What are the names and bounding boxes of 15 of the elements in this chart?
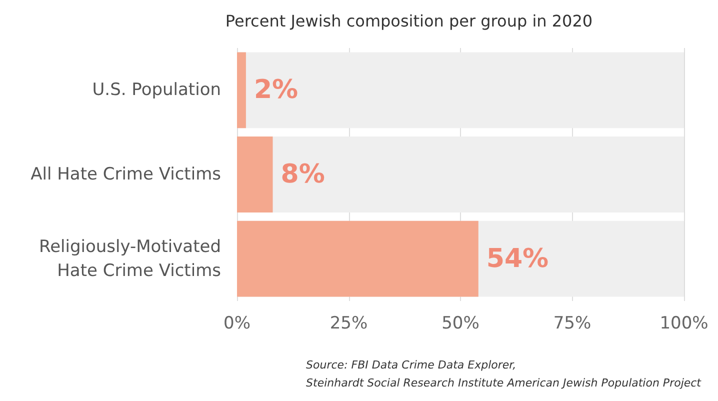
x-tick-label: 0%: [224, 314, 250, 334]
chart-subtitle: Percent Jewish composition per group in 2020: [225, 12, 593, 30]
y-tick-label: U.S. Population: [92, 80, 221, 100]
x-tick-label: 100%: [660, 314, 708, 334]
x-tick-label: 50%: [442, 314, 480, 334]
x-tick-label: 25%: [330, 314, 368, 334]
bar: [237, 52, 246, 128]
x-tick-label: 75%: [553, 314, 592, 334]
data-label: 54%: [486, 244, 549, 274]
data-label: 2%: [254, 75, 298, 106]
y-tick-label: All Hate Crime Victims: [30, 164, 222, 184]
y-tick-label: Religiously-Motivated Hate Crime Victims: [39, 236, 222, 281]
bar: [237, 136, 273, 212]
data-label: 8%: [280, 160, 325, 190]
source-note: Source: FBI Data Crime Data Explorer, Steinhardt Social Research Institute American Jewish Population Project: [306, 358, 702, 390]
